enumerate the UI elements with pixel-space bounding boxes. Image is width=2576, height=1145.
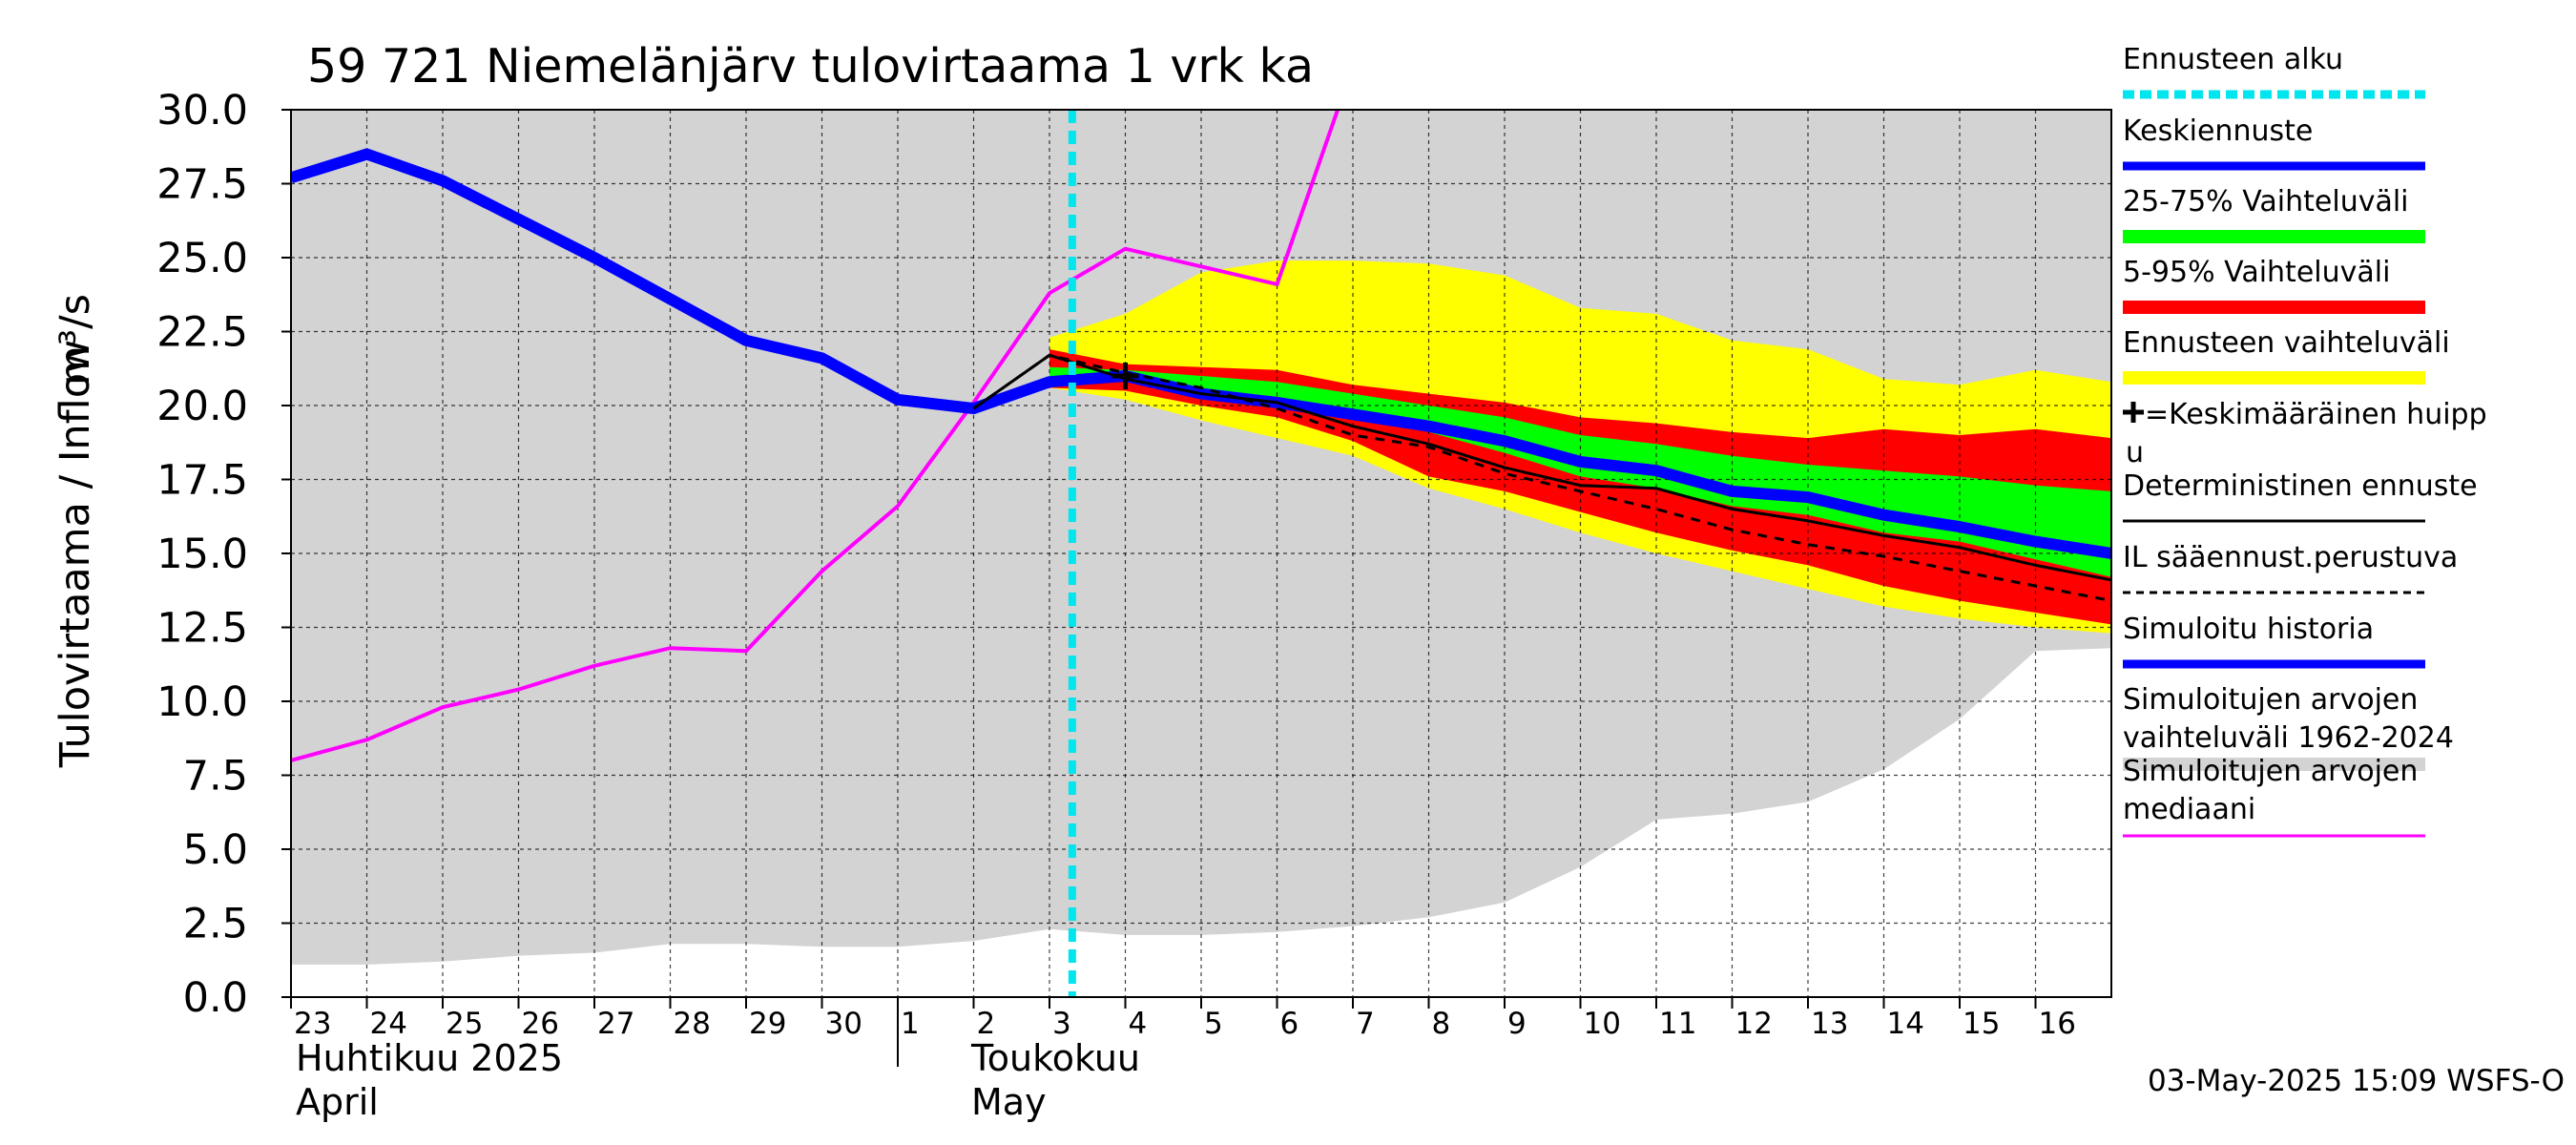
x-axis: 23 24 25 26 27 28 29 30 1 2 3 4 5 6 7 8 9 10 11 12 13 14 15 16H…: [290, 997, 2076, 1123]
y-tick-label: 22.5: [156, 309, 248, 357]
markers: [1068, 110, 1139, 997]
x-tick-label: 24: [370, 1007, 407, 1041]
legend-label: 5-95% Vaihteluväli: [2123, 256, 2390, 289]
y-tick-label: 12.5: [156, 605, 248, 653]
x-tick-label: 27: [597, 1007, 634, 1041]
y-tick-label: 27.5: [156, 161, 248, 209]
x-tick-label: 16: [2039, 1007, 2076, 1041]
y-tick-label: 0.0: [183, 974, 248, 1022]
x-tick-label: 15: [1963, 1007, 2000, 1041]
legend-label: 25-75% Vaihteluväli: [2123, 185, 2409, 219]
chart-title: 59 721 Niemelänjärv tulovirtaama 1 vrk k…: [307, 39, 1314, 94]
x-tick-label: 29: [749, 1007, 786, 1041]
range-bands: [291, 110, 2111, 965]
legend-label: =Keskimääräinen huipp: [2145, 398, 2487, 431]
il-forecast-line: [972, 353, 2111, 603]
x-tick-label: 4: [1129, 1007, 1148, 1041]
deterministic-line: [972, 353, 2111, 582]
month-label-en: May: [971, 1081, 1047, 1123]
legend-label: Simuloitujen arvojen: [2123, 755, 2418, 788]
x-tick-label: 25: [446, 1007, 483, 1041]
y-tick-label: 5.0: [183, 826, 248, 874]
x-tick-label: 23: [294, 1007, 331, 1041]
x-tick-label: 5: [1204, 1007, 1223, 1041]
legend-label: IL sääennust.perustuva: [2123, 541, 2458, 574]
x-tick-label: 1: [901, 1007, 920, 1041]
x-tick-label: 10: [1584, 1007, 1621, 1041]
legend-label: Deterministinen ennuste: [2123, 469, 2478, 503]
y-tick-label: 30.0: [156, 87, 248, 135]
timestamp: 03-May-2025 15:09 WSFS-O: [2148, 1064, 2565, 1098]
series-lines: [291, 110, 2111, 762]
x-tick-label: 7: [1356, 1007, 1375, 1041]
legend-label: Simuloitujen arvojen: [2123, 683, 2418, 717]
y-axis-unit: m³/s: [52, 294, 99, 385]
month-label-fi: Huhtikuu 2025: [296, 1037, 563, 1079]
median-line: [291, 110, 1340, 762]
x-tick-label: 3: [1052, 1007, 1071, 1041]
y-tick-label: 15.0: [156, 531, 248, 578]
legend: Ennusteen alku Keskiennuste 25-75% Vaihtel…: [2123, 43, 2487, 838]
legend-label: Ennusteen vaihteluväli: [2123, 326, 2450, 360]
x-tick-label: 8: [1432, 1007, 1451, 1041]
x-tick-label: 13: [1811, 1007, 1848, 1041]
x-tick-label: 11: [1659, 1007, 1696, 1041]
x-tick-label: 26: [522, 1007, 559, 1041]
x-tick-label: 12: [1735, 1007, 1773, 1041]
y-tick-label: 25.0: [156, 235, 248, 282]
x-tick-label: 9: [1507, 1007, 1527, 1041]
legend-label: Simuloitu historia: [2123, 613, 2374, 646]
gridlines: [291, 110, 2111, 997]
month-label-en: April: [296, 1081, 379, 1123]
y-tick-label: 2.5: [183, 901, 248, 948]
y-tick-label: 7.5: [183, 753, 248, 801]
x-tick-label: 30: [825, 1007, 862, 1041]
legend-label-2: u: [2126, 436, 2144, 469]
y-axis-label: Tulovirtaama / Inflow: [52, 340, 99, 768]
legend-label-2: mediaani: [2123, 793, 2255, 826]
month-label-fi: Toukokuu: [970, 1037, 1140, 1079]
y-tick-label: 17.5: [156, 457, 248, 505]
y-axis: 0.0 2.5 5.0 7.5 10.0 12.5 15.0 17.5 20.0 22.5 25.0…: [156, 87, 291, 1022]
y-tick-label: 20.0: [156, 383, 248, 430]
x-tick-label: 6: [1280, 1007, 1299, 1041]
legend-label: Keskiennuste: [2123, 114, 2313, 148]
legend-label-2: vaihteluväli 1962-2024: [2123, 721, 2454, 755]
x-tick-label: 14: [1887, 1007, 1924, 1041]
y-tick-label: 10.0: [156, 678, 248, 726]
legend-label: Ennusteen alku: [2123, 43, 2343, 76]
x-tick-label: 2: [977, 1007, 996, 1041]
x-tick-label: 28: [674, 1007, 711, 1041]
